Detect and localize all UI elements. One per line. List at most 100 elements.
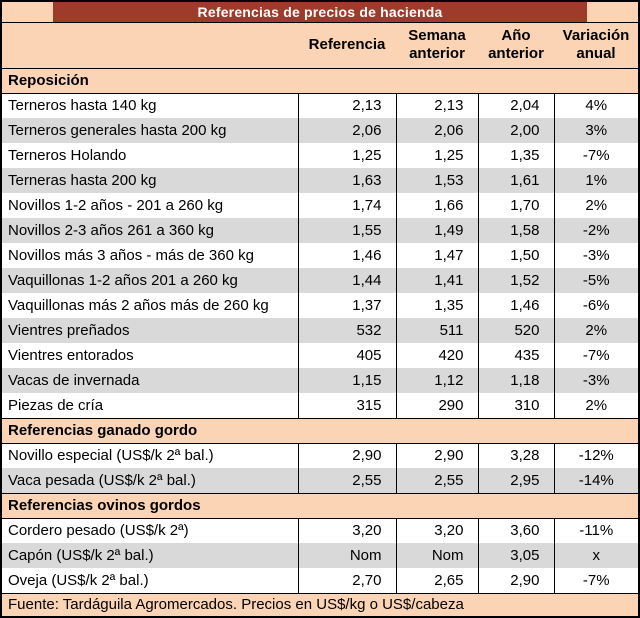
cell-variacion-anual: 1% — [553, 168, 638, 193]
cell-referencia: Nom — [297, 543, 396, 568]
cell-referencia: 532 — [297, 318, 396, 343]
cell-semana-anterior: 2,65 — [395, 568, 478, 593]
table-row: Vaca pesada (US$/k 2ª bal.) 2,55 2,55 2,95-… — [2, 468, 638, 493]
cell-variacion-anual: 2% — [553, 318, 638, 343]
table-row: Vaquillonas más 2 años más de 260 kg 1,37… — [2, 293, 638, 318]
page-title: Referencias de precios de hacienda — [52, 2, 588, 22]
cell-referencia: 1,37 — [297, 293, 396, 318]
cell-semana-anterior: 420 — [395, 343, 478, 368]
cell-referencia: 405 — [297, 343, 396, 368]
cell-ano-anterior: 310 — [477, 393, 554, 418]
cell-semana-anterior: 2,13 — [395, 93, 478, 118]
table-row: Terneras hasta 200 kg 1,63 1,53 1,61 1% — [2, 168, 638, 193]
cell-semana-anterior: 2,55 — [395, 468, 478, 493]
cell-variacion-anual: -14% — [553, 468, 638, 493]
column-header-row: Referencia Semana anterior Año anterior … — [2, 23, 638, 69]
cell-semana-anterior: 511 — [395, 318, 478, 343]
row-label: Oveja (US$/k 2ª bal.) — [2, 568, 298, 593]
table-row: Novillos más 3 años - más de 360 kg 1,46 1… — [2, 243, 638, 268]
cell-ano-anterior: 520 — [477, 318, 554, 343]
table-row: Terneros Holando 1,25 1,25 1,35 -7% — [2, 143, 638, 168]
row-label: Capón (US$/k 2ª bal.) — [2, 543, 298, 568]
price-table: Referencia Semana anterior Año anterior … — [2, 23, 638, 593]
cell-semana-anterior: 2,06 — [395, 118, 478, 143]
cell-referencia: 1,15 — [297, 368, 396, 393]
cell-referencia: 2,13 — [297, 93, 396, 118]
column-header-referencia: Referencia — [298, 23, 396, 69]
row-label: Novillos más 3 años - más de 360 kg — [2, 243, 298, 268]
table-row: Oveja (US$/k 2ª bal.) 2,70 2,65 2,90 -7% — [2, 568, 638, 593]
cell-variacion-anual: -3% — [553, 243, 638, 268]
row-label: Terneras hasta 200 kg — [2, 168, 298, 193]
column-header-semana-anterior: Semana anterior — [396, 23, 478, 69]
section-header-row: Referencias ovinos gordos — [2, 492, 638, 519]
cell-semana-anterior: 1,41 — [395, 268, 478, 293]
cell-variacion-anual: 2% — [553, 193, 638, 218]
column-header-empty — [2, 23, 298, 69]
cell-referencia: 1,63 — [297, 168, 396, 193]
cell-referencia: 1,46 — [297, 243, 396, 268]
table-row: Vientres entorados 405 420 435 -7% — [2, 343, 638, 368]
table-row: Vientres preñados 532 511 520 2% — [2, 318, 638, 343]
cell-ano-anterior: 2,00 — [477, 118, 554, 143]
cell-referencia: 315 — [297, 393, 396, 418]
cell-semana-anterior: 1,47 — [395, 243, 478, 268]
cell-variacion-anual: -6% — [553, 293, 638, 318]
section-header-row: Referencias ganado gordo — [2, 417, 638, 444]
cell-semana-anterior: 3,20 — [395, 518, 478, 543]
row-label: Novillos 2-3 años 261 a 360 kg — [2, 218, 298, 243]
cell-referencia: 1,25 — [297, 143, 396, 168]
table-row: Vacas de invernada 1,15 1,12 1,18 -3% — [2, 368, 638, 393]
cell-ano-anterior: 1,61 — [477, 168, 554, 193]
cell-variacion-anual: -11% — [553, 518, 638, 543]
cell-ano-anterior: 1,50 — [477, 243, 554, 268]
row-label: Vientres entorados — [2, 343, 298, 368]
row-label: Piezas de cría — [2, 393, 298, 418]
cell-referencia: 2,06 — [297, 118, 396, 143]
source-note: Fuente: Tardáguila Agromercados. Precios… — [2, 593, 638, 615]
row-label: Terneros Holando — [2, 143, 298, 168]
cell-referencia: 1,55 — [297, 218, 396, 243]
cell-semana-anterior: 1,49 — [395, 218, 478, 243]
cell-semana-anterior: 1,25 — [395, 143, 478, 168]
cell-referencia: 1,74 — [297, 193, 396, 218]
cell-referencia: 3,20 — [297, 518, 396, 543]
section-header-label: Referencias ovinos gordos — [2, 492, 638, 519]
cell-ano-anterior: 435 — [477, 343, 554, 368]
cell-referencia: 2,55 — [297, 468, 396, 493]
cell-ano-anterior: 2,95 — [477, 468, 554, 493]
row-label: Vientres preñados — [2, 318, 298, 343]
cell-ano-anterior: 2,90 — [477, 568, 554, 593]
row-label: Vaquillonas 1-2 años 201 a 260 kg — [2, 268, 298, 293]
table-body: Reposición Terneros hasta 140 kg 2,13 2,13 2… — [2, 67, 638, 593]
row-label: Terneros hasta 140 kg — [2, 93, 298, 118]
table-row: Vaquillonas 1-2 años 201 a 260 kg 1,44 1,4… — [2, 268, 638, 293]
cell-variacion-anual: -7% — [553, 143, 638, 168]
cell-ano-anterior: 2,04 — [477, 93, 554, 118]
cell-ano-anterior: 1,58 — [477, 218, 554, 243]
cell-ano-anterior: 1,46 — [477, 293, 554, 318]
cell-ano-anterior: 1,52 — [477, 268, 554, 293]
cell-variacion-anual: -5% — [553, 268, 638, 293]
cell-semana-anterior: 1,66 — [395, 193, 478, 218]
cell-ano-anterior: 3,60 — [477, 518, 554, 543]
table-row: Novillo especial (US$/k 2ª bal.) 2,90 2,90… — [2, 443, 638, 468]
row-label: Vaca pesada (US$/k 2ª bal.) — [2, 468, 298, 493]
cell-ano-anterior: 1,70 — [477, 193, 554, 218]
section-header-row: Reposición — [2, 67, 638, 94]
cell-semana-anterior: 2,90 — [395, 443, 478, 468]
table-row: Novillos 1-2 años - 201 a 260 kg 1,74 1,66… — [2, 193, 638, 218]
table-row: Terneros hasta 140 kg 2,13 2,13 2,04 4% — [2, 93, 638, 118]
cell-semana-anterior: 1,35 — [395, 293, 478, 318]
table-row: Cordero pesado (US$/k 2ª) 3,20 3,20 3,60 -11… — [2, 518, 638, 543]
title-row: Referencias de precios de hacienda — [2, 2, 638, 23]
table-row: Capón (US$/k 2ª bal.) Nom Nom 3,05 x — [2, 543, 638, 568]
cell-variacion-anual: 3% — [553, 118, 638, 143]
row-label: Cordero pesado (US$/k 2ª) — [2, 518, 298, 543]
cell-referencia: 1,44 — [297, 268, 396, 293]
cell-variacion-anual: -2% — [553, 218, 638, 243]
table-row: Piezas de cría 315 290 310 2% — [2, 393, 638, 418]
cell-ano-anterior: 1,35 — [477, 143, 554, 168]
column-header-ano-anterior: Año anterior — [478, 23, 554, 69]
cell-ano-anterior: 3,28 — [477, 443, 554, 468]
